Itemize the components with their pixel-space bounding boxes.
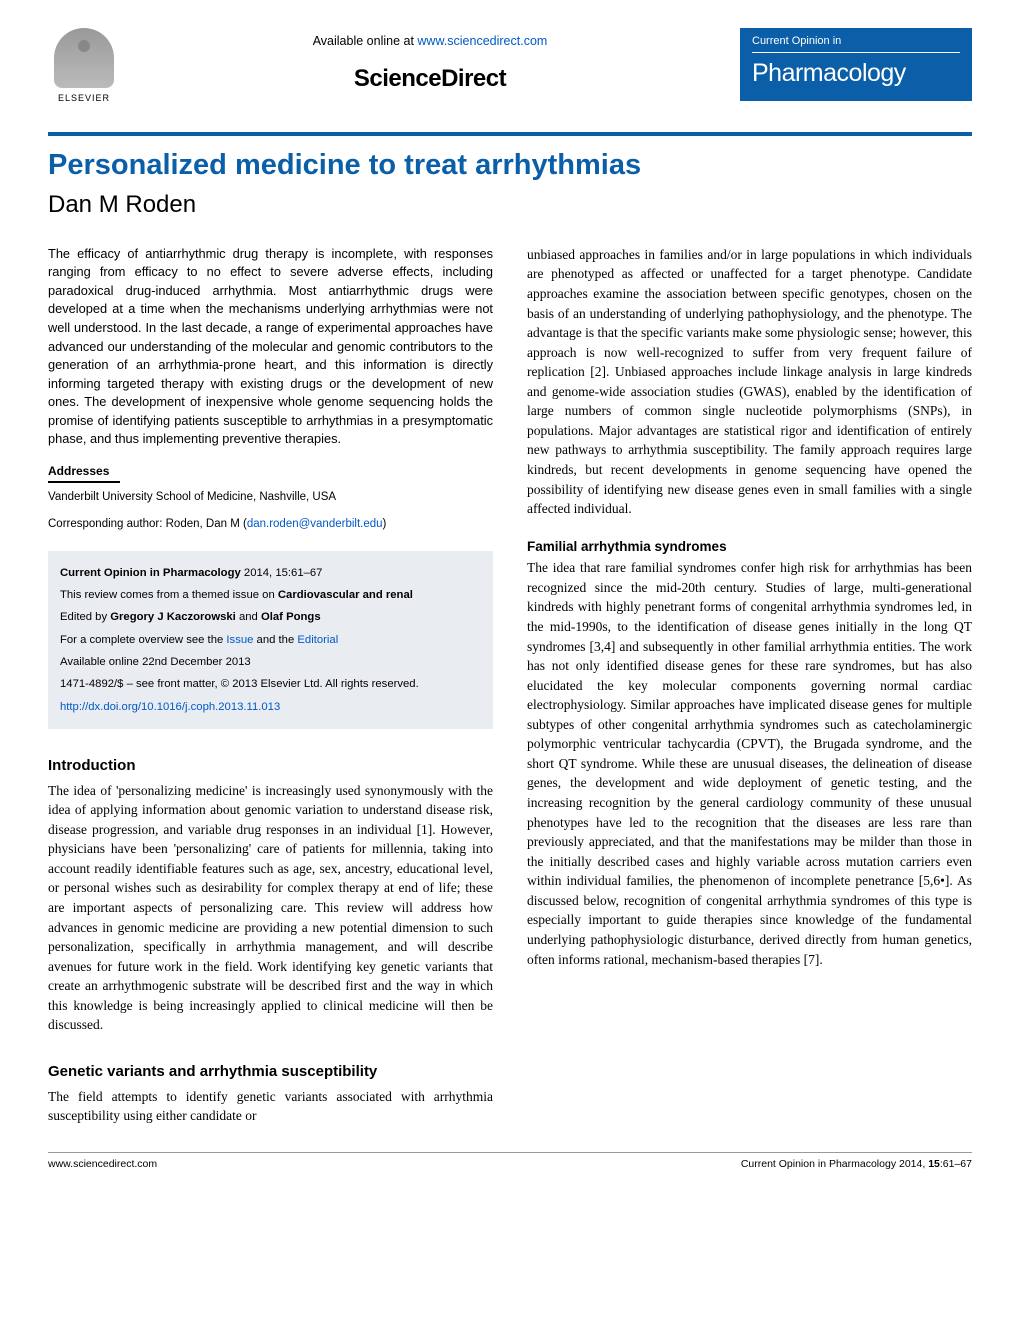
article-author: Dan M Roden (48, 188, 972, 223)
infobox-avail-date: Available online 22nd December 2013 (60, 652, 481, 672)
infobox-doi: http://dx.doi.org/10.1016/j.coph.2013.11… (60, 697, 481, 717)
header: ELSEVIER Available online at www.science… (48, 28, 972, 114)
journal-line1: Current Opinion in (752, 34, 960, 53)
editor1: Gregory J Kaczorowski (110, 611, 236, 623)
page-root: ELSEVIER Available online at www.science… (0, 0, 1020, 1192)
genetic-variants-body-right: unbiased approaches in families and/or i… (527, 245, 972, 519)
corr-email-link[interactable]: dan.roden@vanderbilt.edu (247, 518, 383, 530)
addresses-heading: Addresses (48, 463, 120, 483)
overview-issue-link[interactable]: Issue (226, 634, 253, 646)
footer-right-prefix: Current Opinion in Pharmacology 2014, (741, 1158, 928, 1170)
two-column-body: The efficacy of antiarrhythmic drug ther… (48, 245, 972, 1126)
citation-infobox: Current Opinion in Pharmacology 2014, 15… (48, 551, 493, 729)
article-title: Personalized medicine to treat arrhythmi… (48, 144, 972, 186)
corr-label: Corresponding author: Roden, Dan M ( (48, 518, 247, 530)
edited-prefix: Edited by (60, 611, 110, 623)
intro-body: The idea of 'personalizing medicine' is … (48, 781, 493, 1035)
title-block: Personalized medicine to treat arrhythmi… (48, 132, 972, 223)
elsevier-tree-icon (54, 28, 114, 88)
header-center: Available online at www.sciencedirect.co… (138, 28, 722, 97)
corresponding-author: Corresponding author: Roden, Dan M (dan.… (48, 516, 493, 533)
infobox-overview: For a complete overview see the Issue an… (60, 630, 481, 650)
page-footer: www.sciencedirect.com Current Opinion in… (48, 1152, 972, 1172)
footer-right: Current Opinion in Pharmacology 2014, 15… (741, 1157, 972, 1172)
infobox-editors: Edited by Gregory J Kaczorowski and Olaf… (60, 607, 481, 627)
infobox-issn: 1471-4892/$ – see front matter, © 2013 E… (60, 674, 481, 694)
overview-prefix: For a complete overview see the (60, 634, 226, 646)
elsevier-label: ELSEVIER (58, 92, 110, 105)
familial-body: The idea that rare familial syndromes co… (527, 558, 972, 969)
infobox-citation-rest: 2014, 15:61–67 (241, 567, 323, 579)
overview-and: and the (253, 634, 297, 646)
corr-close: ) (383, 518, 387, 530)
themed-prefix: This review comes from a themed issue on (60, 589, 278, 601)
available-prefix: Available online at (313, 34, 418, 48)
genetic-variants-heading: Genetic variants and arrhythmia suscepti… (48, 1061, 493, 1083)
elsevier-logo: ELSEVIER (48, 28, 120, 114)
editor2: Olaf Pongs (261, 611, 321, 623)
genetic-variants-body-left: The field attempts to identify genetic v… (48, 1087, 493, 1126)
addresses-body: Vanderbilt University School of Medicine… (48, 489, 493, 506)
infobox-themed-issue: This review comes from a themed issue on… (60, 585, 481, 605)
journal-line2: Pharmacology (752, 55, 960, 91)
journal-badge: Current Opinion in Pharmacology (740, 28, 972, 101)
doi-link[interactable]: http://dx.doi.org/10.1016/j.coph.2013.11… (60, 701, 280, 713)
infobox-citation: Current Opinion in Pharmacology 2014, 15… (60, 563, 481, 583)
right-column: unbiased approaches in families and/or i… (527, 245, 972, 1126)
overview-editorial-link[interactable]: Editorial (297, 634, 338, 646)
sciencedirect-url-link[interactable]: www.sciencedirect.com (417, 34, 547, 48)
footer-left: www.sciencedirect.com (48, 1157, 157, 1172)
left-column: The efficacy of antiarrhythmic drug ther… (48, 245, 493, 1126)
intro-heading: Introduction (48, 755, 493, 777)
abstract-text: The efficacy of antiarrhythmic drug ther… (48, 245, 493, 449)
infobox-citation-journal: Current Opinion in Pharmacology (60, 567, 241, 579)
footer-right-vol: 15 (928, 1158, 940, 1170)
available-online-line: Available online at www.sciencedirect.co… (138, 32, 722, 50)
sciencedirect-brand: ScienceDirect (138, 62, 722, 97)
footer-right-suffix: :61–67 (940, 1158, 972, 1170)
editors-and: and (236, 611, 261, 623)
familial-heading: Familial arrhythmia syndromes (527, 537, 972, 557)
themed-bold: Cardiovascular and renal (278, 589, 413, 601)
